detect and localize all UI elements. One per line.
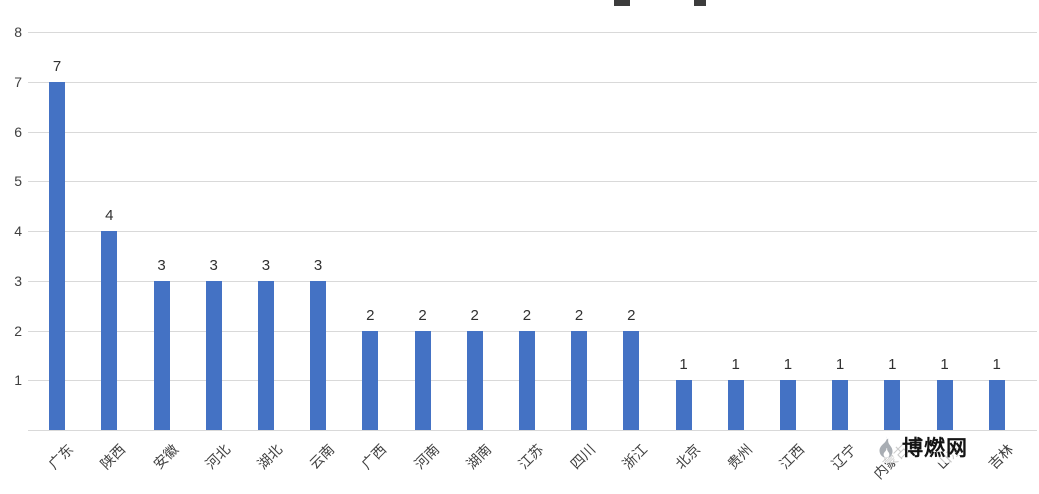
title-glyph-fragment (614, 0, 630, 6)
x-tick-label: 湖北 (254, 441, 286, 473)
x-tick-label: 四川 (567, 441, 599, 473)
bar-value-label: 3 (209, 256, 218, 274)
x-tick-label: 广西 (358, 441, 390, 473)
bar (414, 330, 431, 430)
y-tick-label: 8 (14, 24, 22, 40)
bar-value-label: 3 (261, 256, 271, 274)
bar (675, 380, 692, 430)
x-tick-label: 云南 (306, 441, 338, 473)
bar-value-label: 7 (52, 57, 62, 75)
watermark: 博燃网 (868, 431, 973, 463)
x-tick-label: 广东 (45, 441, 77, 473)
y-tick-label: 3 (14, 272, 22, 289)
bar-value-label: 3 (313, 256, 323, 274)
x-tick-label: 贵州 (723, 441, 756, 473)
y-tick-label: 4 (14, 223, 22, 239)
x-tick-label: 河北 (201, 441, 234, 473)
bar (101, 231, 118, 430)
gridline (28, 81, 1037, 83)
bar-value-label: 4 (105, 207, 114, 224)
bar (518, 330, 535, 430)
x-tick-label: 陕西 (97, 441, 129, 473)
bar (988, 380, 1005, 430)
x-tick-label: 湖南 (462, 441, 495, 473)
bar-value-label: 2 (522, 306, 532, 324)
bar-value-label: 3 (157, 256, 166, 274)
bar-value-label: 1 (940, 356, 949, 374)
bar (623, 330, 640, 430)
gridline (28, 32, 1037, 33)
bar (257, 280, 274, 430)
gridline (28, 131, 1037, 133)
bar-value-label: 1 (835, 356, 845, 374)
bar (727, 380, 744, 430)
y-tick-label: 5 (14, 173, 22, 190)
bar-value-label: 1 (731, 356, 740, 374)
bar-value-label: 2 (366, 306, 375, 324)
x-tick-label: 辽宁 (828, 441, 860, 473)
bar-value-label: 2 (470, 306, 479, 324)
y-tick-label: 7 (14, 73, 22, 90)
gridline (28, 280, 1037, 282)
bar (884, 380, 901, 430)
bar (153, 280, 170, 430)
flame-icon (873, 434, 899, 460)
x-tick-label: 江西 (776, 441, 808, 473)
bar (936, 380, 953, 430)
bar (466, 330, 483, 430)
gridline (28, 231, 1037, 232)
watermark-text: 博燃网 (902, 437, 968, 460)
x-tick-label: 北京 (671, 441, 703, 473)
bar-value-label: 1 (992, 356, 1001, 374)
x-tick-label: 安徽 (149, 441, 181, 473)
y-tick-label: 2 (14, 322, 22, 339)
bar-value-label: 1 (888, 356, 897, 374)
x-tick-label: 吉林 (984, 441, 1017, 473)
x-tick-label: 浙江 (619, 441, 651, 473)
x-tick-label: 河南 (410, 441, 442, 473)
title-glyph-fragment (694, 0, 706, 6)
y-tick-label: 6 (14, 123, 22, 140)
bar (779, 380, 796, 430)
y-tick-label: 1 (14, 372, 22, 389)
bar-value-label: 1 (783, 356, 793, 374)
x-tick-label: 江苏 (515, 441, 547, 473)
gridline (28, 430, 1037, 431)
bar (832, 380, 849, 430)
bar-value-label: 1 (679, 356, 688, 374)
bar-value-label: 2 (627, 306, 636, 324)
bar (571, 330, 588, 430)
bar (362, 330, 379, 430)
bar-value-label: 2 (418, 306, 427, 324)
bar (49, 81, 66, 430)
bar (205, 280, 222, 430)
bar (310, 280, 327, 430)
gridline (28, 181, 1037, 183)
cropped-title-fragment (610, 0, 720, 7)
bar-value-label: 2 (574, 306, 584, 324)
